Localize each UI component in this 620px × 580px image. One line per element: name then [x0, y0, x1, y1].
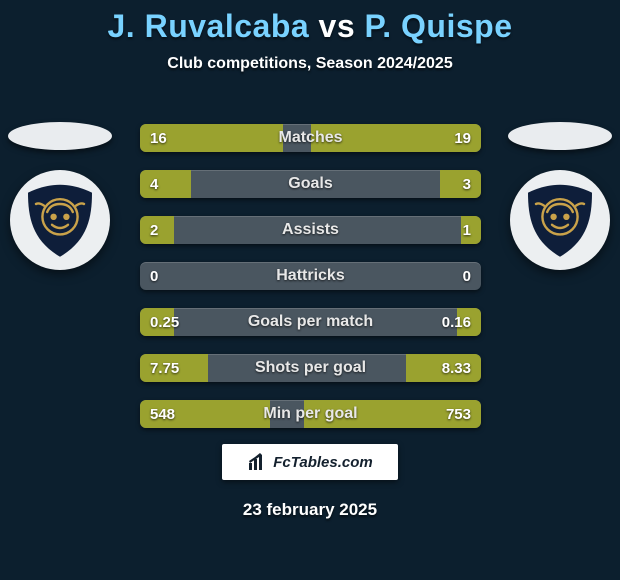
comparison-card: J. Ruvalcaba vs P. Quispe Club competiti… [0, 0, 620, 580]
brand-chart-icon [247, 452, 267, 472]
stat-row: 548753Min per goal [140, 400, 481, 428]
stat-value-left: 2 [140, 216, 168, 244]
stat-label: Goals per match [140, 308, 481, 336]
stat-row: 0 0Hattricks [140, 262, 481, 290]
player2-name: P. Quispe [365, 8, 513, 44]
stat-value-right: 753 [436, 400, 481, 428]
player2-accent-ellipse [508, 122, 612, 150]
stat-value-right: 0.16 [432, 308, 481, 336]
stat-value-right: 3 [453, 170, 481, 198]
stat-label: Goals [140, 170, 481, 198]
player2-club-crest [510, 170, 610, 270]
stat-row: 1619Matches [140, 124, 481, 152]
stat-value-right: 0 [453, 262, 481, 290]
stat-value-right: 8.33 [432, 354, 481, 382]
club-crest-icon [520, 180, 600, 260]
brand-badge: FcTables.com [222, 444, 398, 480]
stat-value-left: 0 [140, 262, 168, 290]
stat-value-right: 1 [453, 216, 481, 244]
brand-text: FcTables.com [273, 454, 372, 471]
stat-value-left: 7.75 [140, 354, 189, 382]
vs-separator: vs [319, 8, 356, 44]
player1-name: J. Ruvalcaba [108, 8, 310, 44]
stats-bar-list: 1619Matches43Goals21Assists00Hattricks0.… [140, 124, 481, 446]
stat-row: 2 1Assists [140, 216, 481, 244]
date-label: 23 february 2025 [0, 500, 620, 520]
stat-row: 4 3Goals [140, 170, 481, 198]
stat-row: 7.758.33Shots per goal [140, 354, 481, 382]
stat-label: Assists [140, 216, 481, 244]
player1-accent-ellipse [8, 122, 112, 150]
stat-label: Hattricks [140, 262, 481, 290]
club-crest-icon [20, 180, 100, 260]
stat-value-left: 4 [140, 170, 168, 198]
stat-value-left: 0.25 [140, 308, 189, 336]
subtitle: Club competitions, Season 2024/2025 [0, 55, 620, 73]
player1-club-crest [10, 170, 110, 270]
stat-value-left: 16 [140, 124, 177, 152]
stat-value-right: 19 [444, 124, 481, 152]
stat-row: 0.25 0.16Goals per match [140, 308, 481, 336]
stat-value-left: 548 [140, 400, 185, 428]
page-title: J. Ruvalcaba vs P. Quispe [0, 0, 620, 45]
